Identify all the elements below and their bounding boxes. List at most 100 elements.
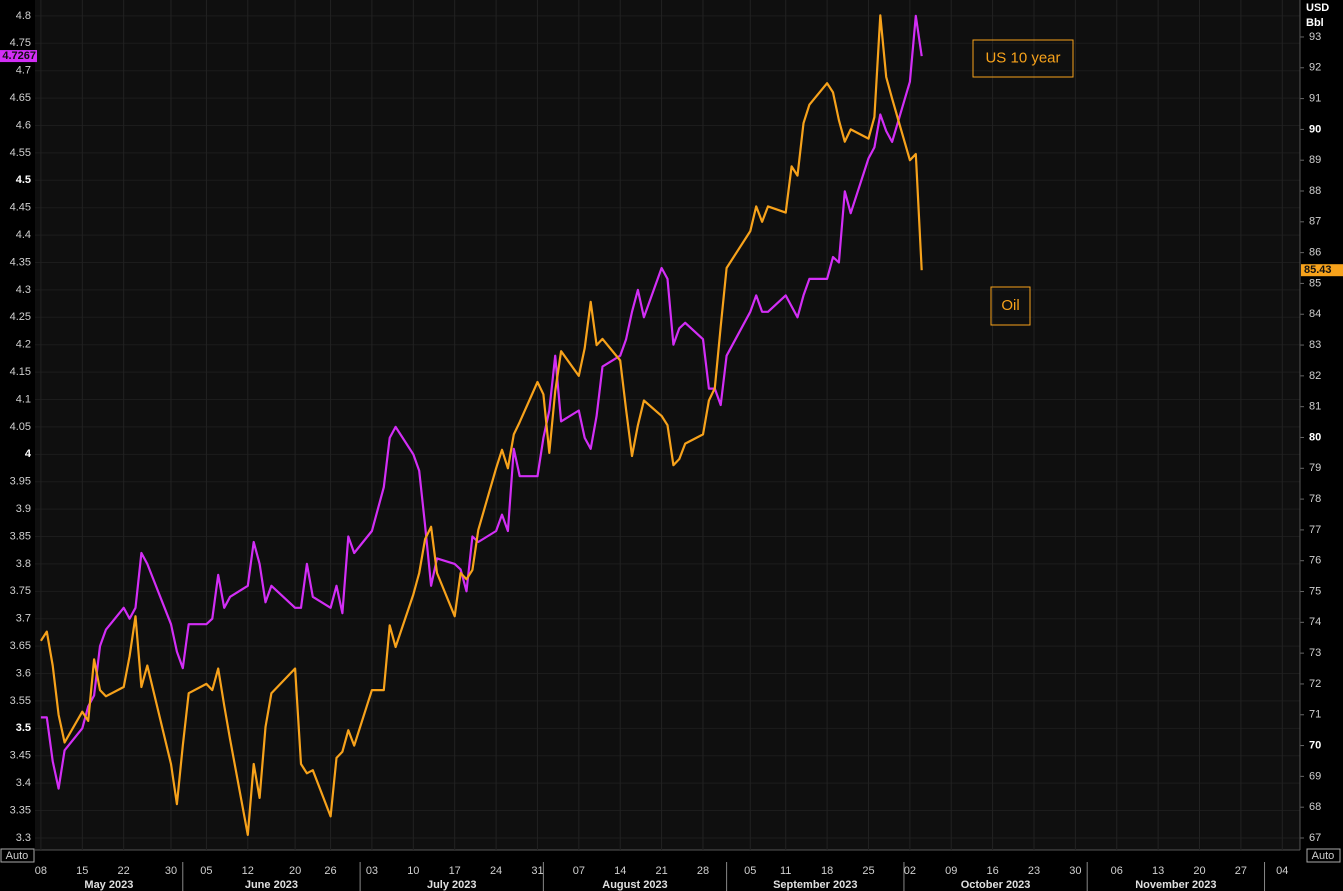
y-tick-label: 3.45: [10, 750, 31, 762]
y-tick-label: 3.7: [16, 613, 31, 625]
x-tick-label: 04: [1276, 865, 1288, 877]
y2-tick-label: 82: [1309, 370, 1321, 382]
last-value-label: 4.7267: [2, 50, 36, 62]
y-tick-label: 3.3: [16, 832, 31, 844]
mode-box[interactable]: [1306, 848, 1341, 863]
y-tick-label: 3.8: [16, 558, 31, 570]
y-tick-label: 4.5: [16, 174, 31, 186]
x-tick-label: 21: [655, 865, 667, 877]
x-tick-label: 11: [780, 865, 791, 877]
y2-tick-label: 84: [1309, 308, 1321, 320]
y-tick-label: 4.2: [16, 339, 31, 351]
x-tick-label: 27: [1235, 865, 1247, 877]
y2-tick-label: 80: [1309, 431, 1321, 443]
month-label: July 2023: [427, 879, 477, 891]
y2-tick-label: 78: [1309, 493, 1321, 505]
month-label: September 2023: [773, 879, 857, 891]
y2-tick-label: 86: [1309, 247, 1321, 259]
x-tick-label: 22: [118, 865, 130, 877]
x-tick-label: 12: [242, 865, 254, 877]
y-tick-label: 3.85: [10, 530, 31, 542]
y2-tick-label: 83: [1309, 339, 1321, 351]
x-tick-label: 26: [324, 865, 336, 877]
y-tick-label: 4.6: [16, 119, 31, 131]
series-line: [39, 14, 923, 836]
month-label: October 2023: [961, 879, 1031, 891]
y-tick-label: 4.8: [16, 10, 31, 22]
x-tick-label: 18: [821, 865, 833, 877]
y2-tick-label: 87: [1309, 216, 1321, 228]
y-tick-label: 3.75: [10, 585, 31, 597]
month-label: August 2023: [602, 879, 667, 891]
x-tick-label: 10: [407, 865, 419, 877]
month-label: November 2023: [1135, 879, 1216, 891]
x-tick-label: 20: [289, 865, 301, 877]
y2-tick-label: 89: [1309, 154, 1321, 166]
y2-tick-label: 79: [1309, 462, 1321, 474]
x-tick-label: 07: [573, 865, 585, 877]
y-tick-label: 4.65: [10, 92, 31, 104]
y2-tick-label: 77: [1309, 524, 1321, 536]
x-tick-label: 02: [904, 865, 916, 877]
y-tick-label: 3.9: [16, 503, 31, 515]
x-tick-label: 06: [1111, 865, 1123, 877]
x-tick-label: 16: [986, 865, 998, 877]
x-tick-label: 20: [1193, 865, 1205, 877]
y-tick-label: 4.1: [16, 393, 31, 405]
y-tick-label: 4.4: [16, 229, 31, 241]
y-tick-label: 4.45: [10, 202, 31, 214]
last-value-tag: [0, 50, 37, 63]
y2-tick-label: 76: [1309, 555, 1321, 567]
y2-tick-label: 93: [1309, 31, 1321, 43]
series-note-box: [972, 39, 1074, 78]
x-tick-label: 30: [1069, 865, 1081, 877]
y-tick-label: 3.55: [10, 695, 31, 707]
y2-tick-label: 70: [1309, 739, 1321, 751]
y2-tick-label: 71: [1309, 709, 1321, 721]
y2-tick-label: 92: [1309, 62, 1321, 74]
y2-tick-label: 75: [1309, 585, 1321, 597]
y-tick-label: 4.55: [10, 147, 31, 159]
y-tick-label: 3.65: [10, 640, 31, 652]
series-note: Oil: [1001, 297, 1019, 314]
y-tick-label: 3.6: [16, 667, 31, 679]
y-tick-label: 3.35: [10, 804, 31, 816]
y2-tick-label: 81: [1309, 401, 1321, 413]
y-tick-label: 4.15: [10, 366, 31, 378]
x-tick-label: 09: [945, 865, 957, 877]
x-tick-label: 24: [490, 865, 502, 877]
series-line: [40, 14, 923, 790]
x-tick-label: 25: [862, 865, 874, 877]
y2-unit: Bbl: [1306, 17, 1324, 29]
y-tick-label: 4.35: [10, 256, 31, 268]
x-tick-label: 23: [1028, 865, 1040, 877]
y2-tick-label: 91: [1309, 92, 1321, 104]
x-tick-label: 15: [76, 865, 88, 877]
x-tick-label: 08: [35, 865, 47, 877]
x-tick-label: 31: [531, 865, 543, 877]
x-tick-label: 28: [697, 865, 709, 877]
x-tick-label: 14: [614, 865, 626, 877]
series-note: US 10 year: [985, 49, 1060, 66]
y2-unit: USD: [1306, 2, 1329, 14]
last-value-tag: [1301, 264, 1343, 277]
x-tick-label: 30: [165, 865, 177, 877]
y-tick-label: 4.05: [10, 421, 31, 433]
month-label: June 2023: [245, 879, 298, 891]
y2-tick-label: 69: [1309, 770, 1321, 782]
y2-tick-label: 68: [1309, 801, 1321, 813]
mode-box[interactable]: [0, 848, 35, 863]
y2-mode[interactable]: Auto: [1312, 850, 1335, 862]
x-tick-label: 05: [200, 865, 212, 877]
x-tick-label: 03: [366, 865, 378, 877]
x-tick-label: 17: [449, 865, 461, 877]
x-tick-label: 13: [1152, 865, 1164, 877]
series-note-box: [990, 286, 1031, 326]
y2-tick-label: 74: [1309, 616, 1321, 628]
y-mode[interactable]: Auto: [6, 850, 29, 862]
y2-tick-label: 67: [1309, 832, 1321, 844]
y2-tick-label: 72: [1309, 678, 1321, 690]
y-tick-label: 4.3: [16, 284, 31, 296]
month-label: May 2023: [84, 879, 133, 891]
